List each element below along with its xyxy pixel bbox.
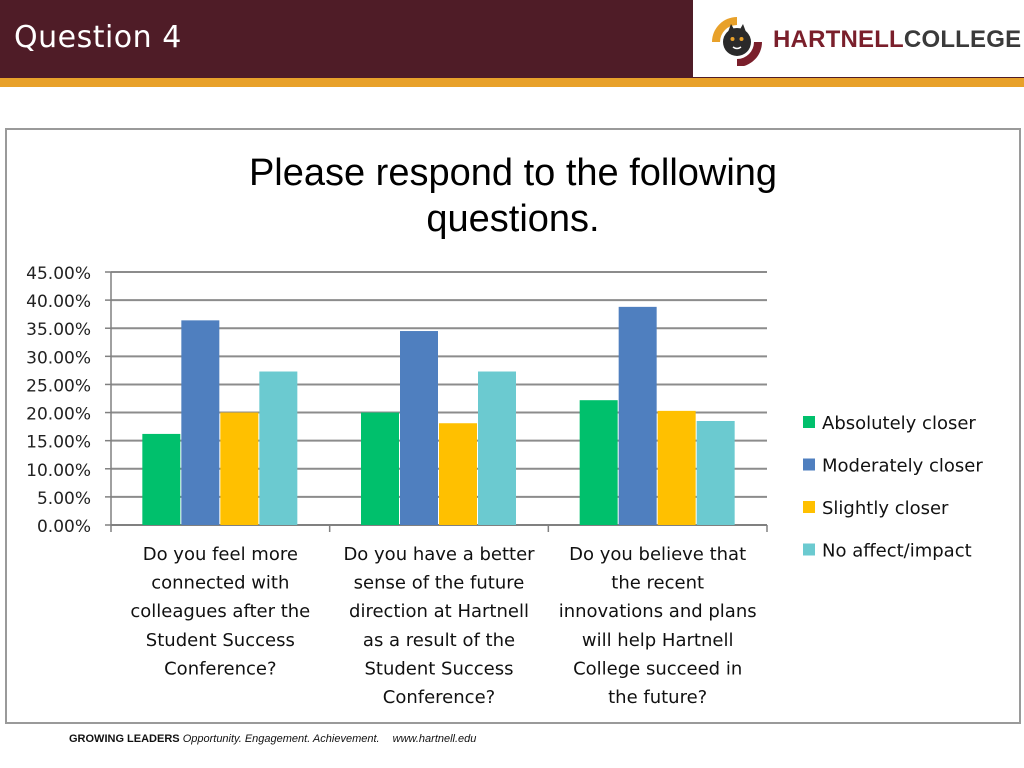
y-tick-label: 5.00% xyxy=(37,489,91,509)
y-tick-label: 15.00% xyxy=(26,433,91,453)
x-category-label: Student Success xyxy=(364,658,513,679)
x-category-label: Do you feel more xyxy=(143,544,298,565)
y-tick-label: 20.00% xyxy=(26,405,91,425)
logo-text-part1: HARTNELL xyxy=(773,26,904,53)
legend-label: No affect/impact xyxy=(822,541,972,562)
bar-no-affect-impact-2 xyxy=(696,420,735,525)
bar-slightly-closer-2 xyxy=(657,410,696,525)
footer-url: www.hartnell.edu xyxy=(392,733,477,745)
footer: GROWING LEADERS Opportunity. Engagement.… xyxy=(69,733,476,745)
x-category-label: College succeed in xyxy=(573,658,742,679)
chart-container: Please respond to the following questions… xyxy=(5,128,1021,724)
bar-absolutely-closer-1 xyxy=(361,412,399,525)
y-tick-label: 40.00% xyxy=(26,292,91,312)
bar-moderately-closer-0 xyxy=(181,320,220,525)
bar-absolutely-closer-0 xyxy=(142,433,181,525)
x-category-label: as a result of the xyxy=(363,630,515,651)
logo-wordmark: HARTNELLCOLLEGE xyxy=(773,26,1021,54)
college-logo: HARTNELLCOLLEGE xyxy=(693,0,1024,77)
bar-moderately-closer-1 xyxy=(400,331,438,525)
footer-tagline: Opportunity. Engagement. Achievement. xyxy=(182,733,380,745)
chart-title-line: Please respond to the following xyxy=(249,152,777,194)
y-tick-label: 35.00% xyxy=(26,320,91,340)
logo-text-part2: COLLEGE xyxy=(903,26,1022,53)
legend-swatch xyxy=(803,416,815,428)
footer-tagline-bold: GROWING LEADERS xyxy=(69,733,180,745)
x-category-label: sense of the future xyxy=(354,573,525,594)
bar-slightly-closer-0 xyxy=(220,412,259,525)
legend-swatch xyxy=(803,543,815,556)
y-tick-label: 25.00% xyxy=(26,376,91,396)
header-bar: Question 4 HARTNELLCOLLEGE xyxy=(0,0,1024,78)
x-category-label: Do you believe that xyxy=(569,544,746,565)
bar-slightly-closer-1 xyxy=(439,423,477,525)
bar-chart: Please respond to the followingquestions… xyxy=(26,152,983,708)
bar-absolutely-closer-2 xyxy=(579,400,618,525)
x-category-label: connected with xyxy=(151,573,289,594)
y-tick-label: 30.00% xyxy=(26,348,91,368)
panther-crest-icon xyxy=(712,17,762,66)
x-category-label: direction at Hartnell xyxy=(349,601,529,622)
x-category-label: the recent xyxy=(611,573,704,594)
bar-no-affect-impact-0 xyxy=(259,371,298,525)
x-category-label: colleagues after the xyxy=(130,601,310,622)
y-tick-label: 45.00% xyxy=(26,264,91,284)
legend-swatch xyxy=(803,501,815,513)
header-accent-stripe xyxy=(0,78,1024,87)
y-tick-label: 0.00% xyxy=(37,517,91,537)
x-category-label: will help Hartnell xyxy=(582,630,734,651)
legend-swatch xyxy=(803,458,815,471)
x-category-label: Conference? xyxy=(164,658,276,679)
bar-no-affect-impact-1 xyxy=(478,371,516,525)
x-category-label: Conference? xyxy=(383,687,495,708)
x-category-label: Do you have a better xyxy=(343,544,535,565)
legend-label: Absolutely closer xyxy=(822,413,976,434)
x-category-label: the future? xyxy=(608,687,707,708)
legend-label: Slightly closer xyxy=(822,498,949,519)
legend-label: Moderately closer xyxy=(822,456,983,477)
x-category-label: Student Success xyxy=(146,630,295,651)
bar-moderately-closer-2 xyxy=(618,306,657,525)
page-title: Question 4 xyxy=(14,20,182,55)
x-category-label: innovations and plans xyxy=(559,601,757,622)
y-tick-label: 10.00% xyxy=(26,461,91,481)
chart-title-line: questions. xyxy=(426,198,599,240)
